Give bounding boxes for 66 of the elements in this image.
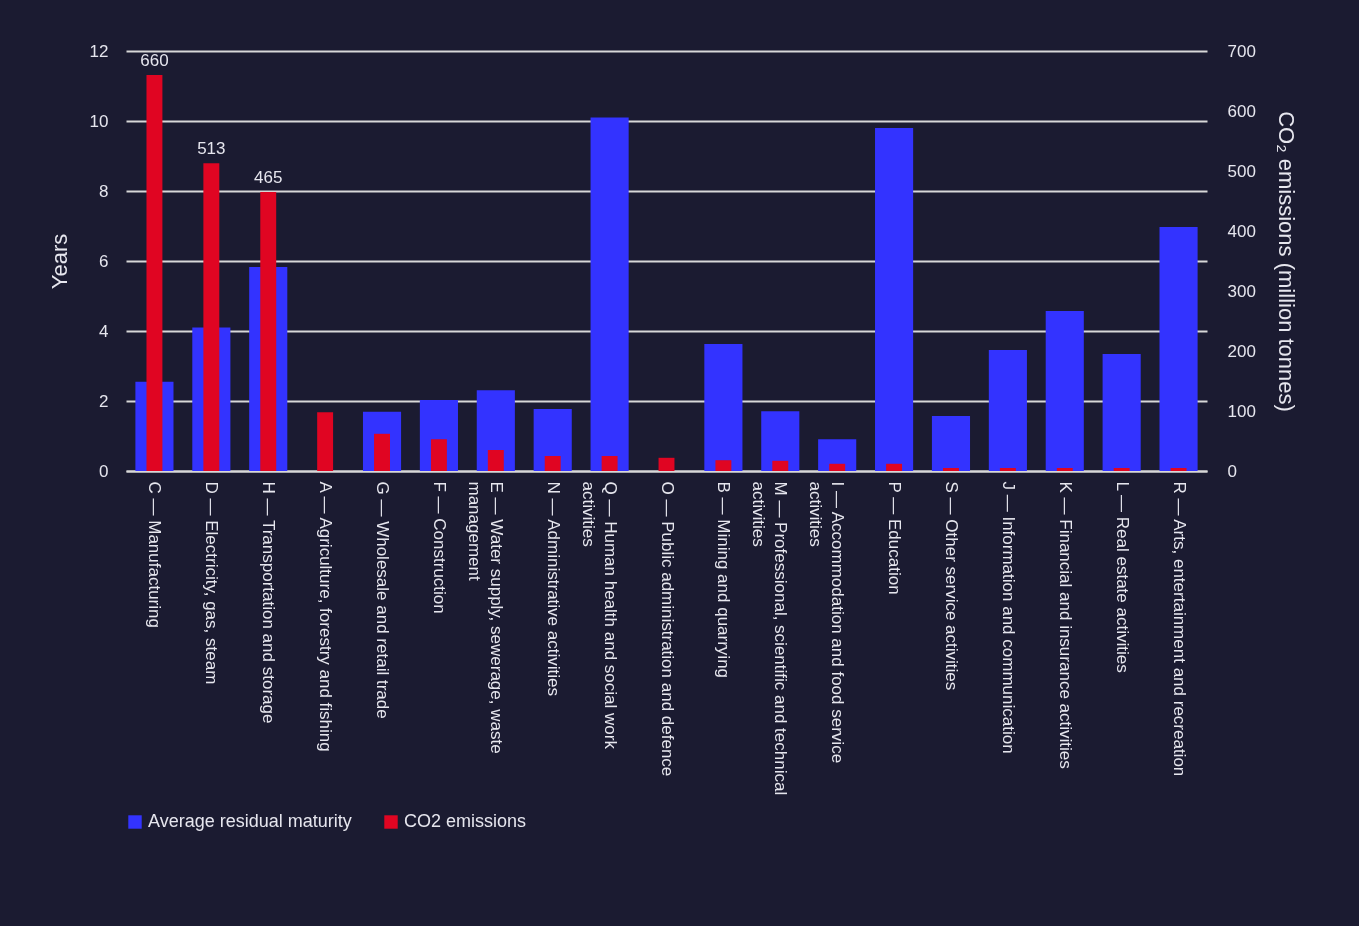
x-tick-label: K — Financial and insurance activities bbox=[1055, 481, 1075, 769]
y2-tick-label: 700 bbox=[1227, 41, 1256, 61]
y2-axis-title: CO₂ emissions (million tonnes) bbox=[1273, 111, 1299, 412]
x-tick-label: H — Transportation and storage bbox=[259, 481, 279, 724]
bar bbox=[1159, 227, 1198, 471]
data-label: 465 bbox=[254, 168, 283, 187]
y2-tick-label: 300 bbox=[1227, 281, 1256, 301]
bar bbox=[1113, 468, 1130, 471]
bar bbox=[772, 460, 789, 471]
x-tick-label: M — Professional, scientific and technical activities bbox=[749, 481, 791, 796]
bar bbox=[374, 433, 390, 471]
x-tick-label: F — Construction bbox=[429, 481, 449, 614]
bar bbox=[1102, 354, 1141, 471]
y-axis-title: Years bbox=[46, 233, 72, 290]
bar bbox=[931, 416, 971, 471]
bar bbox=[704, 343, 743, 471]
y-tick-label: 0 bbox=[99, 461, 109, 481]
data-label: 660 bbox=[140, 51, 169, 70]
data-label: 513 bbox=[197, 139, 226, 159]
x-tick-label: R — Arts, entertainment and recreation bbox=[1169, 481, 1189, 777]
x-tick-label: S — Other service activities bbox=[941, 481, 961, 691]
y2-tick-label: 100 bbox=[1227, 401, 1256, 421]
y2-tick-label: 400 bbox=[1227, 221, 1256, 241]
bar bbox=[430, 439, 447, 471]
legend-label: Average residual maturity bbox=[148, 811, 352, 831]
bar bbox=[943, 468, 959, 471]
bar bbox=[875, 128, 914, 471]
bar bbox=[1045, 311, 1084, 471]
x-tick-label: E — Water supply, sewerage, waste management bbox=[464, 481, 506, 754]
bar bbox=[886, 463, 903, 471]
y-tick-label: 2 bbox=[99, 391, 109, 411]
bar bbox=[590, 117, 629, 471]
bar bbox=[829, 463, 846, 471]
y-tick-label: 8 bbox=[99, 181, 109, 201]
bar bbox=[1170, 468, 1187, 471]
y-tick-label: 12 bbox=[89, 41, 109, 61]
bar bbox=[601, 456, 618, 471]
bar bbox=[988, 349, 1027, 471]
y2-tick-label: 200 bbox=[1227, 341, 1256, 361]
x-tick-label: A — Agriculture, forestry and fishing bbox=[316, 481, 336, 752]
x-tick-label: Q — Human health and social work activities bbox=[578, 481, 620, 750]
bar bbox=[487, 450, 504, 471]
bar bbox=[544, 456, 561, 471]
bar bbox=[1056, 468, 1073, 471]
y2-tick-label: 500 bbox=[1227, 161, 1256, 181]
bar bbox=[715, 460, 732, 471]
y2-tick-label: 600 bbox=[1227, 101, 1256, 121]
bar bbox=[658, 457, 675, 471]
y-tick-label: 4 bbox=[99, 321, 109, 341]
x-tick-label: D — Electricity, gas, steam bbox=[202, 481, 222, 685]
y-tick-label: 10 bbox=[89, 111, 109, 131]
y-tick-label: 6 bbox=[99, 251, 109, 271]
x-tick-label: C — Manufacturing bbox=[145, 481, 165, 628]
legend-label: CO2 emissions bbox=[404, 811, 527, 831]
x-tick-label: B — Mining and quarrying bbox=[714, 481, 734, 679]
bar bbox=[317, 412, 334, 471]
x-tick-label: L — Real estate activities bbox=[1112, 481, 1132, 673]
bar bbox=[999, 468, 1016, 471]
x-tick-label: G — Wholesale and retail trade bbox=[373, 481, 393, 719]
bar bbox=[818, 439, 857, 471]
x-tick-label: P — Education bbox=[885, 481, 905, 595]
x-tick-label: N — Administrative activities bbox=[543, 481, 563, 696]
y2-tick-label: 0 bbox=[1227, 461, 1237, 481]
x-tick-label: J — Information and communication bbox=[998, 481, 1018, 754]
bar bbox=[761, 411, 800, 471]
x-tick-label: O — Public administration and defence bbox=[657, 481, 677, 777]
